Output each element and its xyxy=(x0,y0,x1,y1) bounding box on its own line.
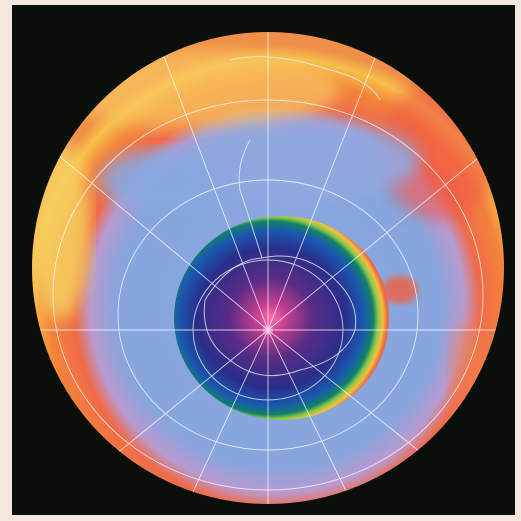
pole xyxy=(264,326,272,334)
coastlines xyxy=(203,56,381,377)
graticule xyxy=(32,32,504,504)
